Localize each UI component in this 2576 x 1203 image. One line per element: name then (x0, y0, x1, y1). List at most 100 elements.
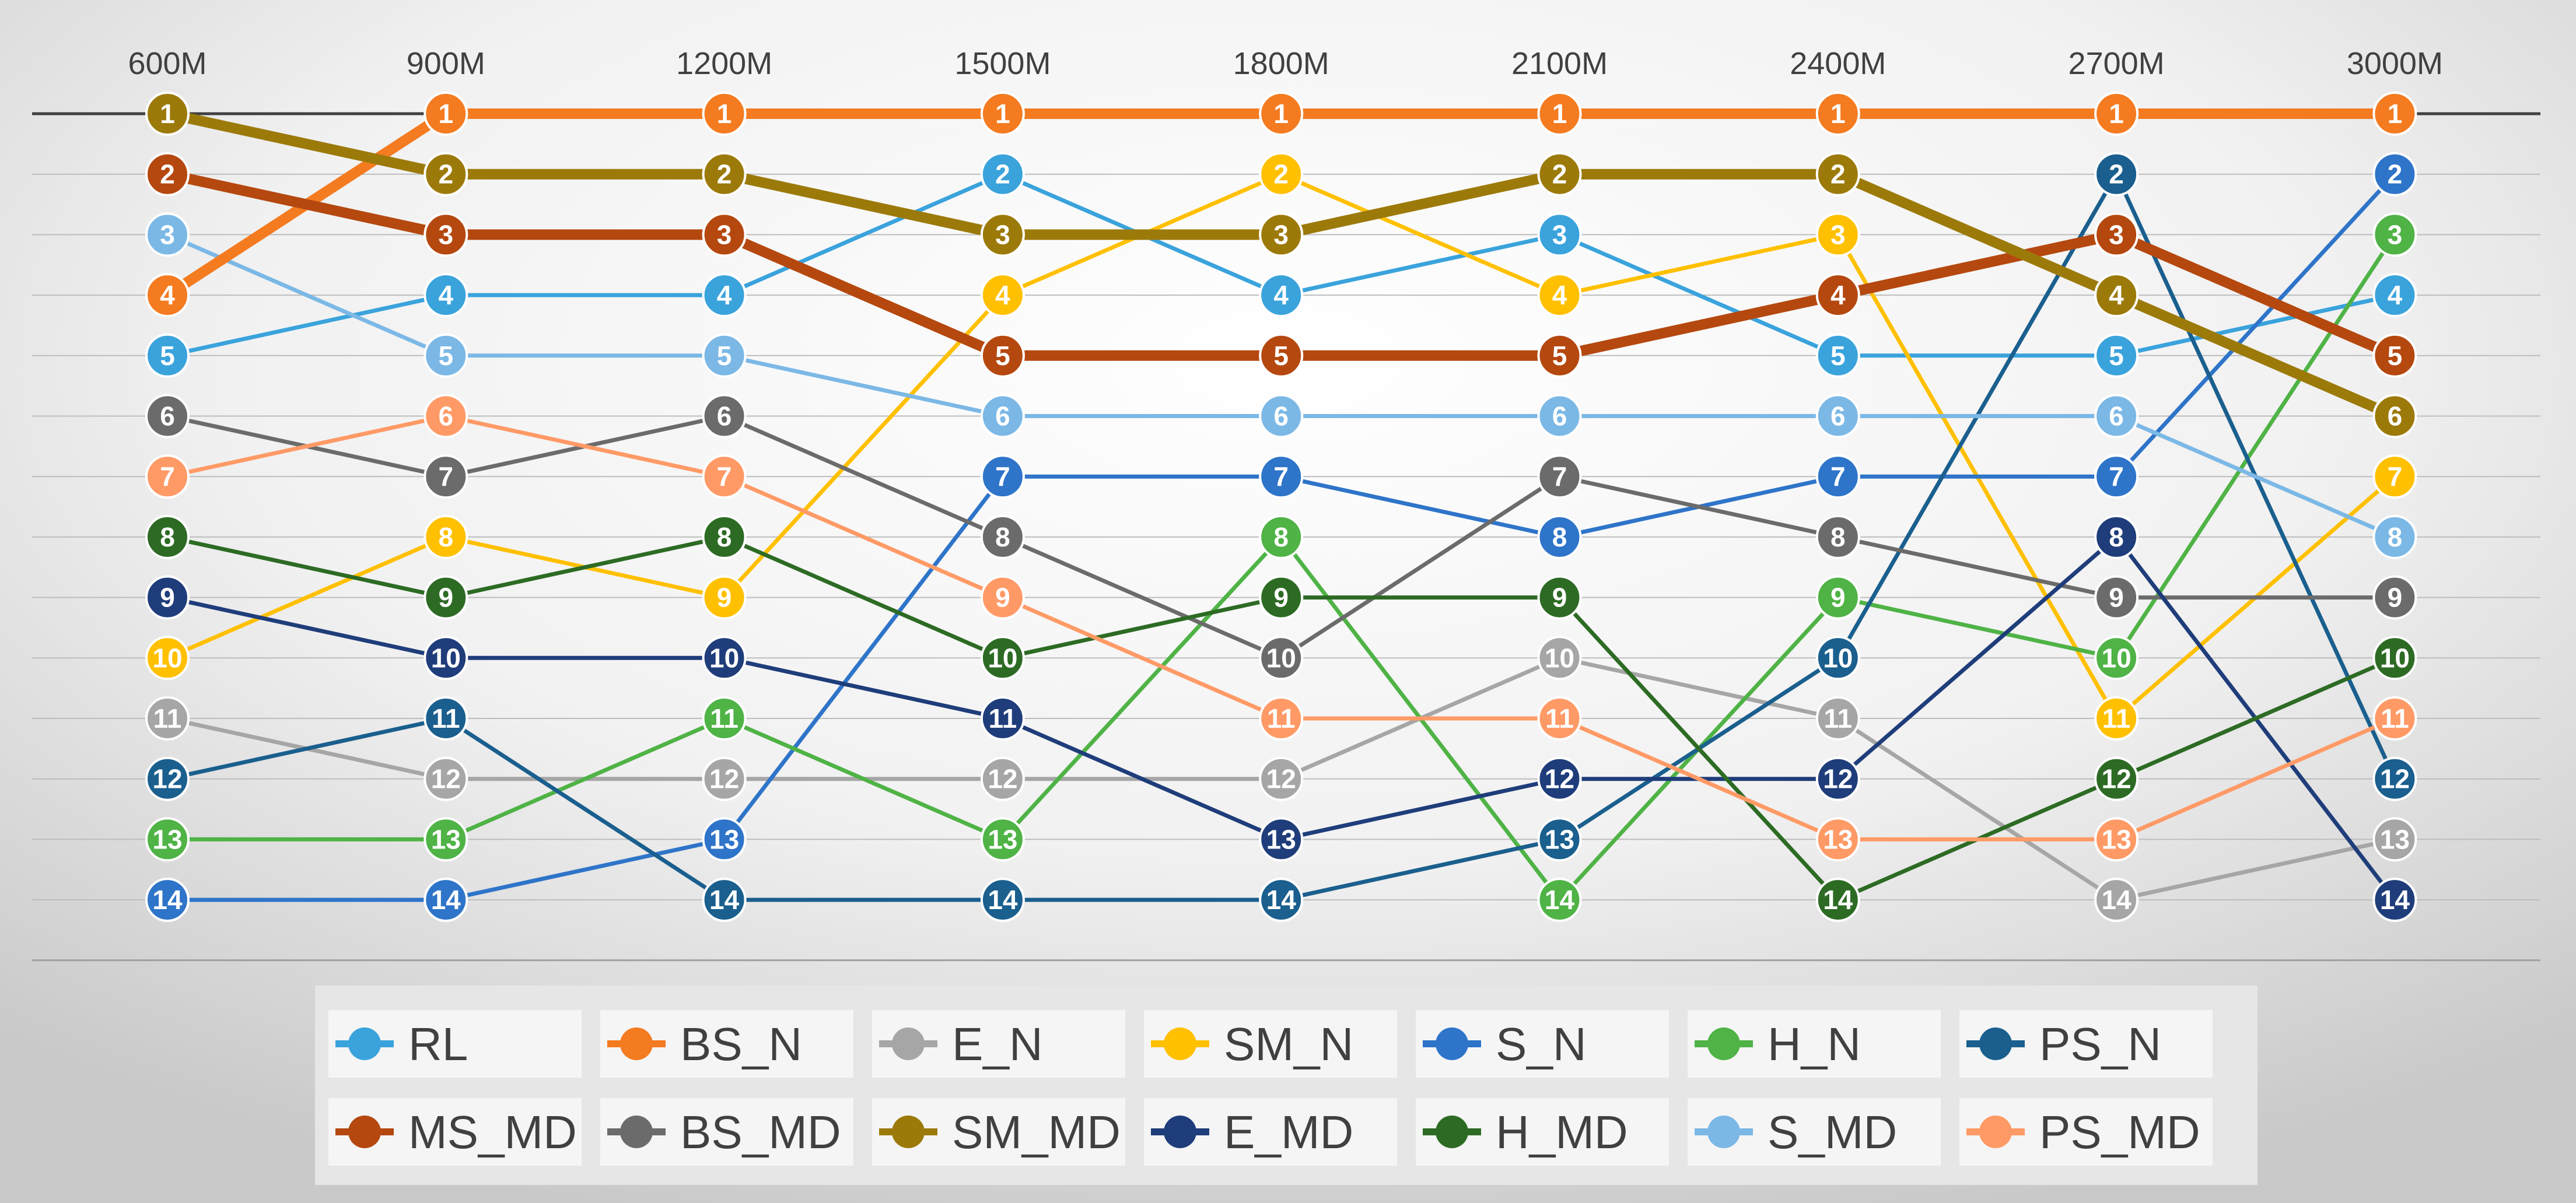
marker-dot (2094, 817, 2139, 862)
legend-item-bs-n: BS_N (600, 1010, 853, 1078)
rank-marker-bs-n-900m: 1 (424, 92, 468, 136)
marker-rank-label: 10 (431, 643, 461, 673)
rank-marker-ps-md-2400m: 13 (1815, 817, 1860, 862)
marker-dot (702, 394, 747, 439)
marker-rank-label: 10 (2102, 643, 2132, 673)
rank-marker-bs-n-1500m: 1 (980, 92, 1025, 136)
x-tick-label-2100m: 2100M (1511, 46, 1608, 81)
marker-dot (702, 756, 747, 801)
marker-dot (2372, 273, 2417, 318)
rank-marker-ps-md-2700m: 13 (2094, 817, 2139, 862)
rank-marker-ms-md-3000m: 5 (2372, 333, 2417, 378)
marker-dot (424, 878, 468, 923)
marker-rank-label: 7 (1273, 461, 1289, 492)
x-tick-label-600m: 600M (128, 46, 206, 81)
marker-dot (2372, 152, 2417, 197)
rank-marker-ms-md-2100m: 5 (1537, 333, 1582, 378)
rank-marker-rl-900m: 4 (424, 273, 468, 318)
rank-marker-e-n-1500m: 12 (980, 756, 1025, 801)
marker-dot (1537, 212, 1582, 257)
marker-dot (980, 333, 1025, 378)
marker-dot (145, 394, 190, 439)
x-axis-tick-labels: 600M 900M 1200M 1500M 1800M 2100M 2400M 2700M 30… (128, 46, 2443, 81)
marker-rank-label: 4 (1273, 280, 1289, 310)
rank-marker-s-md-600m: 3 (145, 212, 190, 257)
rank-marker-sm-n-900m: 8 (424, 514, 468, 559)
marker-dot (2094, 212, 2139, 257)
legend-item-rl: RL (328, 1010, 582, 1078)
rank-marker-ps-n-2700m: 2 (2094, 152, 2139, 197)
rank-marker-s-md-3000m: 8 (2372, 514, 2417, 559)
legend-item-sm-n: SM_N (1144, 1010, 1397, 1078)
x-tick-label-2700m: 2700M (2068, 46, 2165, 81)
marker-rank-label: 8 (160, 522, 175, 552)
marker-rank-label: 11 (989, 703, 1017, 734)
marker-dot (1259, 152, 1304, 197)
marker-rank-label: 13 (709, 824, 739, 854)
legend-swatch-dot (1436, 1116, 1468, 1148)
marker-dot (424, 394, 468, 439)
marker-dot (1259, 333, 1304, 378)
marker-dot (702, 817, 747, 862)
rank-marker-bs-md-2400m: 8 (1815, 514, 1860, 559)
marker-rank-label: 1 (1273, 99, 1289, 129)
rank-marker-rl-600m: 5 (145, 333, 190, 378)
marker-dot (702, 273, 747, 318)
rank-marker-e-md-1200m: 10 (702, 636, 747, 681)
legend-item-e-n: E_N (872, 1010, 1125, 1078)
legend-swatch-dot (1436, 1027, 1468, 1060)
marker-rank-label: 4 (160, 280, 175, 310)
rank-marker-e-md-2400m: 12 (1815, 756, 1860, 801)
marker-rank-label: 8 (995, 522, 1010, 552)
marker-dot (145, 636, 190, 681)
marker-dot (145, 333, 190, 378)
marker-rank-label: 1 (995, 99, 1010, 129)
marker-rank-label: 11 (1545, 703, 1574, 734)
marker-rank-label: 11 (710, 703, 738, 734)
marker-dot (2372, 394, 2417, 439)
marker-dot (1259, 756, 1304, 801)
marker-rank-label: 4 (717, 280, 732, 310)
marker-rank-label: 13 (152, 824, 182, 854)
rank-marker-h-md-600m: 8 (145, 514, 190, 559)
marker-rank-label: 2 (439, 159, 454, 190)
marker-rank-label: 6 (995, 401, 1010, 432)
rank-marker-h-n-2700m: 10 (2094, 636, 2139, 681)
rank-marker-bs-md-2100m: 7 (1537, 454, 1582, 499)
marker-rank-label: 5 (160, 341, 175, 371)
legend-swatch-dot (892, 1116, 925, 1148)
marker-dot (980, 92, 1025, 136)
marker-rank-label: 13 (2102, 824, 2132, 854)
marker-dot (2372, 454, 2417, 499)
rank-marker-ps-md-1200m: 7 (702, 454, 747, 499)
marker-dot (145, 756, 190, 801)
rank-marker-ms-md-600m: 2 (145, 152, 190, 197)
rank-marker-s-n-2700m: 7 (2094, 454, 2139, 499)
marker-rank-label: 5 (2388, 341, 2403, 371)
legend-swatch-dot (1164, 1027, 1196, 1060)
rank-marker-e-n-900m: 12 (424, 756, 468, 801)
marker-dot (2372, 92, 2417, 136)
marker-rank-label: 5 (439, 341, 454, 371)
rank-marker-ps-n-1200m: 14 (702, 878, 747, 923)
rank-marker-s-md-900m: 5 (424, 333, 468, 378)
legend-swatch-dot (1164, 1116, 1196, 1148)
rank-marker-bs-n-3000m: 1 (2372, 92, 2417, 136)
x-tick-label-1500m: 1500M (954, 46, 1051, 81)
marker-dot (2094, 394, 2139, 439)
marker-rank-label: 8 (1273, 522, 1289, 552)
marker-rank-label: 10 (1823, 643, 1853, 673)
marker-dot (980, 514, 1025, 559)
rank-marker-ms-md-2700m: 3 (2094, 212, 2139, 257)
marker-rank-label: 2 (160, 159, 175, 190)
rank-marker-bs-n-2100m: 1 (1537, 92, 1582, 136)
rank-marker-s-md-1200m: 5 (702, 333, 747, 378)
rank-marker-sm-md-1800m: 3 (1259, 212, 1304, 257)
marker-rank-label: 12 (1545, 764, 1574, 794)
legend-swatch-dot (1707, 1027, 1740, 1060)
marker-rank-label: 10 (988, 643, 1017, 673)
marker-rank-label: 7 (2109, 461, 2124, 492)
rank-marker-h-n-600m: 13 (145, 817, 190, 862)
marker-rank-label: 3 (717, 219, 732, 250)
